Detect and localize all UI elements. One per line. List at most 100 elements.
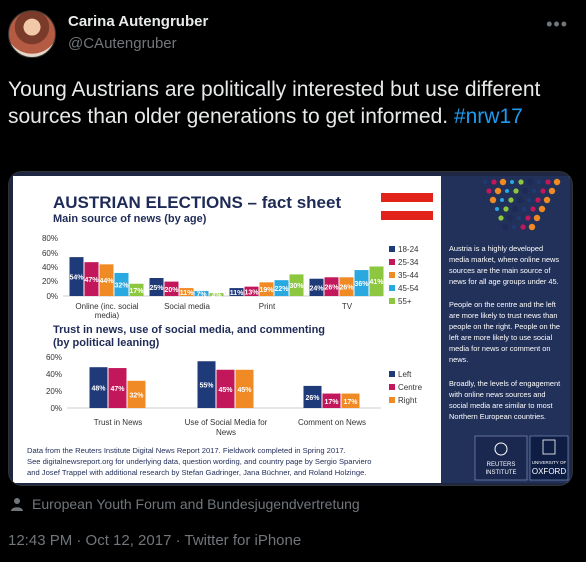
chart2-subtitle: (by political leaning) — [53, 337, 160, 349]
more-options-icon[interactable]: ••• — [546, 14, 568, 34]
location-tag[interactable]: European Youth Forum and Bundesjugendver… — [10, 496, 360, 512]
bar-45-54 — [274, 280, 289, 296]
footer-line: See digitalnewsreport.org for underlying… — [27, 457, 371, 466]
decoration-dot — [538, 205, 546, 213]
chart1-legend: 18-24 25-34 35-44 45-54 55+ — [389, 245, 419, 306]
legend-label: Left — [398, 370, 412, 379]
decoration-dot — [518, 179, 524, 185]
bar-value-label: 17% — [129, 288, 144, 295]
decoration-dot — [512, 225, 516, 229]
bar-18-24 — [149, 278, 164, 296]
legend-swatch — [389, 384, 395, 390]
tweet-text: Young Austrians are politically interest… — [8, 76, 568, 130]
location-label: European Youth Forum and Bundesjugendver… — [32, 496, 360, 512]
logo-text: UNIVERSITY OF — [532, 460, 567, 465]
side-paragraph-line: people on the right. People on the — [449, 322, 560, 331]
decoration-dot — [522, 207, 526, 211]
decoration-dot — [521, 187, 529, 195]
bar-45-54 — [354, 270, 369, 296]
bar-18-24 — [69, 257, 84, 296]
bar-45-54 — [194, 290, 209, 296]
bar-18-24 — [229, 288, 244, 296]
bar-value-label: 17% — [324, 399, 339, 406]
bar-55- — [129, 283, 144, 296]
bar-left — [303, 385, 322, 408]
side-paragraph-line: Austria is a highly developed — [449, 244, 543, 253]
decoration-dot — [516, 196, 524, 204]
avatar[interactable] — [8, 10, 56, 58]
dots-decoration — [483, 178, 561, 231]
decoration-dot — [500, 198, 504, 202]
bar-value-label: 44% — [99, 278, 114, 285]
bar-value-label: 47% — [110, 386, 125, 393]
legend-label: Right — [398, 396, 417, 405]
decoration-dot — [506, 214, 514, 222]
decoration-dot — [510, 180, 514, 184]
bar-value-label: 17% — [343, 399, 358, 406]
logo-text: OXFORD — [532, 467, 566, 476]
chart2-ytick: 0% — [50, 404, 62, 413]
display-name[interactable]: Carina Autengruber — [68, 13, 209, 30]
bar-value-label: 32% — [129, 392, 144, 399]
bar-value-label: 47% — [84, 277, 99, 284]
chart2-legend: Left Centre Right — [389, 370, 423, 405]
decoration-dot — [494, 187, 502, 195]
decoration-dot — [540, 188, 546, 194]
tweet-image[interactable]: AUSTRIAN ELECTIONS – fact sheet Main sou… — [8, 171, 573, 486]
decoration-dot — [533, 214, 541, 222]
bar-centre — [108, 368, 127, 408]
decoration-dot — [499, 178, 507, 186]
chart1-subtitle: Main source of news (by age) — [53, 213, 207, 225]
bar-25-34 — [244, 286, 259, 296]
side-paragraph-line: social media are similar to most — [449, 401, 553, 410]
hashtag-link[interactable]: #nrw17 — [453, 105, 523, 128]
footer-text: Data from the Reuters Institute Digital … — [27, 446, 371, 477]
decoration-dot — [520, 224, 526, 230]
decoration-dot — [526, 178, 534, 186]
austrian-flag-icon — [381, 193, 433, 220]
side-paragraph-line: Northern European countries. — [449, 412, 546, 421]
decoration-dot — [483, 180, 487, 184]
bar-centre — [322, 393, 341, 408]
legend-label: Centre — [398, 383, 423, 392]
legend-swatch — [389, 285, 395, 291]
legend-swatch — [389, 371, 395, 377]
logo-text: INSTITUTE — [486, 470, 517, 476]
bar-value-label: 11% — [180, 290, 194, 297]
bar-right — [235, 369, 254, 408]
bar-value-label: 41% — [369, 279, 384, 286]
chart1-category-label: TV — [342, 302, 353, 311]
chart2-category-label: Trust in News — [94, 418, 143, 427]
decoration-dot — [501, 223, 509, 231]
bar-left — [89, 367, 108, 408]
decoration-dot — [498, 215, 504, 221]
bar-value-label: 55% — [199, 383, 214, 390]
tweet-meta[interactable]: 12:43 PM · Oct 12, 2017 · Twitter for iP… — [8, 532, 302, 549]
bar-value-label: 45% — [218, 387, 233, 394]
bar-value-label: 26% — [324, 285, 339, 292]
footer-line: Data from the Reuters Institute Digital … — [27, 446, 346, 455]
legend-swatch — [389, 259, 395, 265]
chart1-category-label: media) — [95, 311, 120, 320]
user-handle[interactable]: @CAutengruber — [68, 35, 177, 52]
bar-value-label: 7% — [196, 291, 207, 298]
decoration-dot — [537, 180, 541, 184]
bar-value-label: 45% — [237, 387, 252, 394]
chart2-category-label: Comment on News — [298, 418, 366, 427]
decoration-dot — [548, 187, 556, 195]
bar-centre — [216, 369, 235, 408]
bar-25-34 — [324, 277, 339, 296]
reuters-emblem-icon — [494, 442, 508, 456]
chart2: 60% 40% 20% 0% Trust in News Use of Soci… — [46, 353, 423, 437]
legend-label: 35-44 — [398, 271, 419, 280]
chart1: 80% 60% 40% 20% 0% Online (inc. social m… — [42, 234, 419, 320]
chart1-ytick: 80% — [42, 234, 58, 243]
person-icon — [11, 498, 23, 511]
decoration-dot — [530, 206, 536, 212]
decoration-dot — [486, 188, 492, 194]
side-paragraph-line: media for news or comment on — [449, 344, 550, 353]
decoration-dot — [503, 206, 509, 212]
bar-value-label: 30% — [289, 283, 304, 290]
legend-swatch — [389, 246, 395, 252]
bar-45-54 — [114, 272, 129, 296]
